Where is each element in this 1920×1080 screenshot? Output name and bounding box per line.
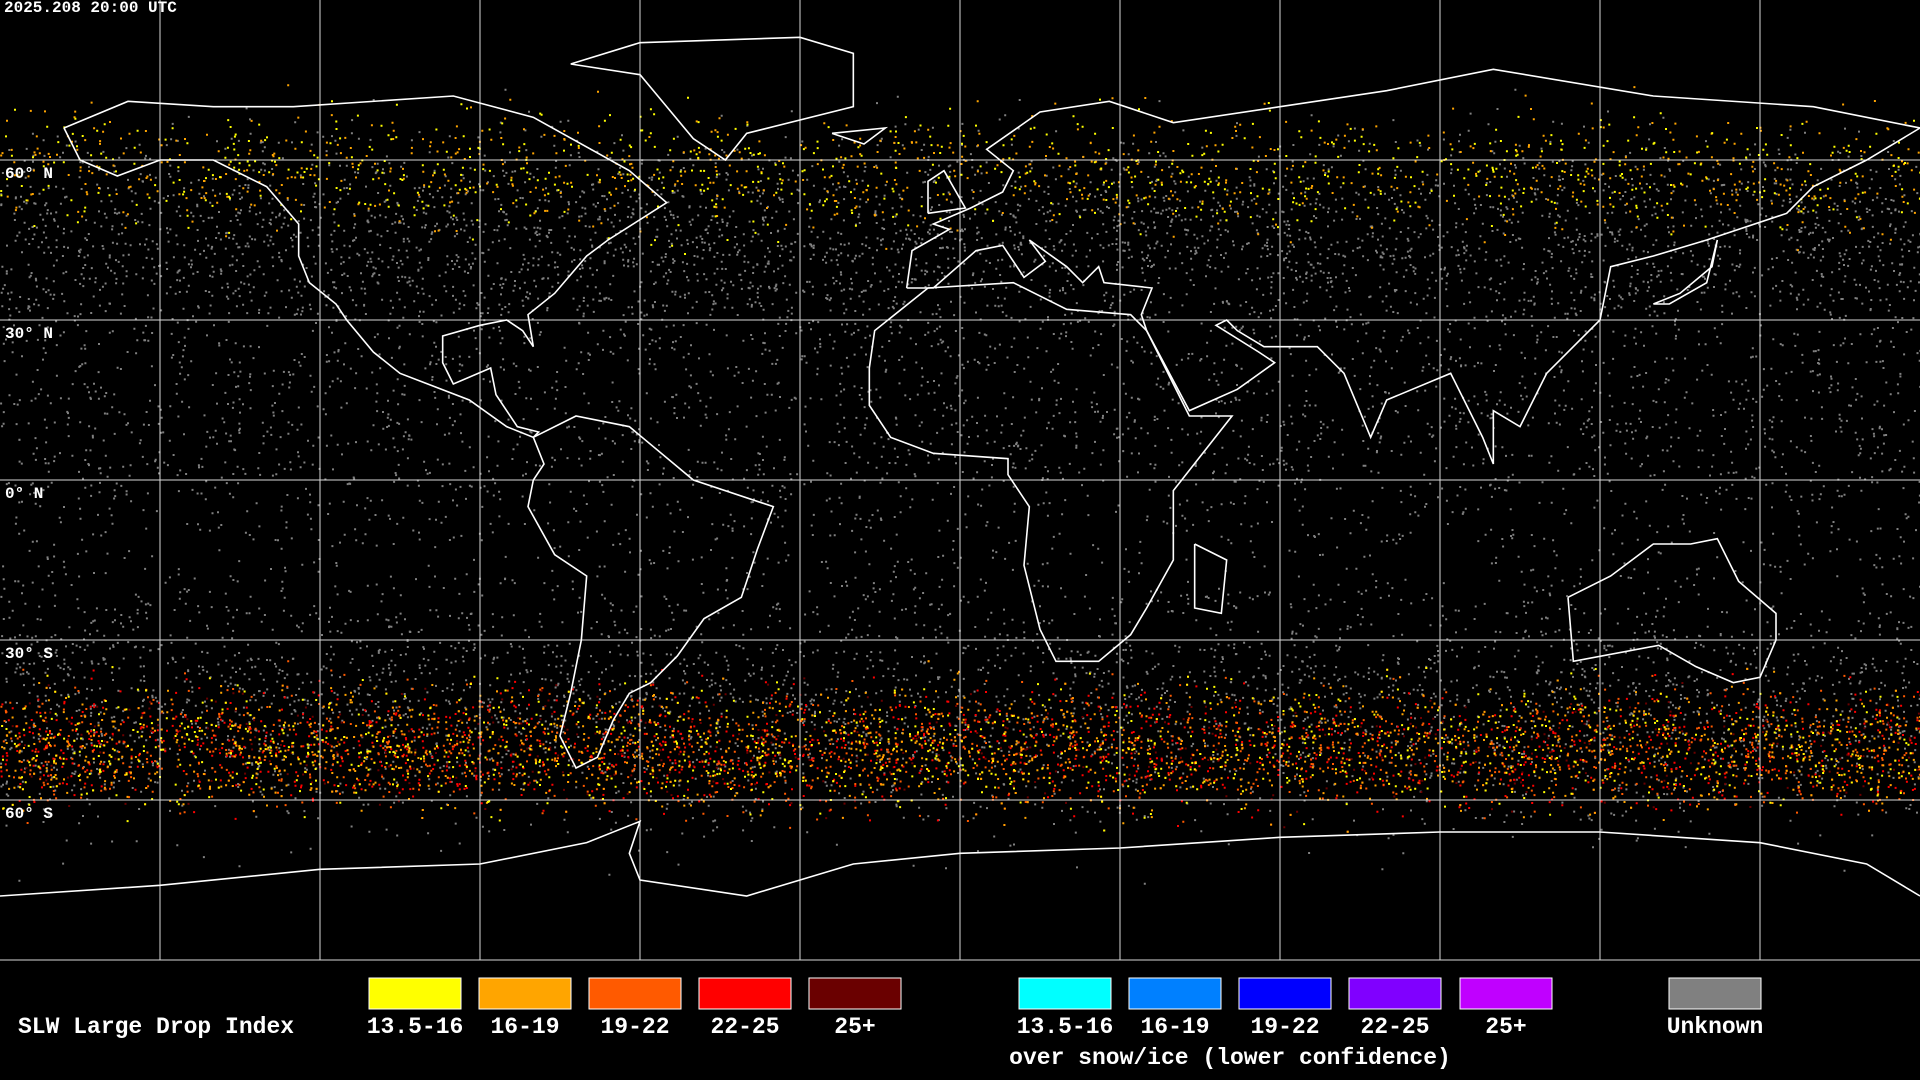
latitude-labels: 60° N 30° N 0° N 30° S 60° S — [5, 165, 53, 823]
coastline — [1567, 537, 1777, 684]
legend-swatch — [368, 977, 462, 1010]
timestamp: 2025.208 20:00 UTC — [4, 0, 177, 17]
latitude-label: 60° S — [5, 805, 53, 823]
latitude-label: 30° N — [5, 325, 53, 343]
coastline — [1653, 239, 1719, 305]
legend-swatch — [478, 977, 572, 1010]
legend-swatch — [1459, 977, 1553, 1010]
legend-title: SLW Large Drop Index — [18, 1014, 294, 1040]
legend-label: 16-19 — [1140, 1014, 1209, 1040]
legend-label: 13.5-16 — [367, 1014, 464, 1040]
legend-swatch — [698, 977, 792, 1010]
legend-label: Unknown — [1667, 1014, 1764, 1040]
legend-swatch — [1238, 977, 1332, 1010]
coastline — [63, 95, 669, 439]
latitude-label: 0° N — [5, 485, 43, 503]
coastline — [831, 126, 889, 145]
legend-label: 22-25 — [1360, 1014, 1429, 1040]
legend-swatch — [1668, 977, 1762, 1010]
coastline — [868, 281, 1234, 663]
legend-label: 13.5-16 — [1017, 1014, 1114, 1040]
legend-swatch — [588, 977, 682, 1010]
graticule — [0, 0, 1920, 961]
legend-swatch — [1018, 977, 1112, 1010]
coastline — [927, 169, 967, 215]
legend-swatch — [1128, 977, 1222, 1010]
latitude-label: 60° N — [5, 165, 53, 183]
legend-label: 25+ — [1485, 1014, 1526, 1040]
legend-label: 22-25 — [710, 1014, 779, 1040]
legend-label: 19-22 — [1250, 1014, 1319, 1040]
legend-swatch — [1348, 977, 1442, 1010]
legend-label: 16-19 — [490, 1014, 559, 1040]
legend-swatch — [808, 977, 902, 1010]
coastline — [1193, 543, 1228, 615]
legend-label: 25+ — [834, 1014, 875, 1040]
legend-caption: over snow/ice (lower confidence) — [1009, 1045, 1451, 1071]
coastline — [570, 36, 855, 162]
coastline — [527, 415, 775, 770]
latitude-label: 30° S — [5, 645, 53, 663]
legend: SLW Large Drop Index over snow/ice (lowe… — [18, 977, 1764, 1071]
legend-label: 19-22 — [600, 1014, 669, 1040]
